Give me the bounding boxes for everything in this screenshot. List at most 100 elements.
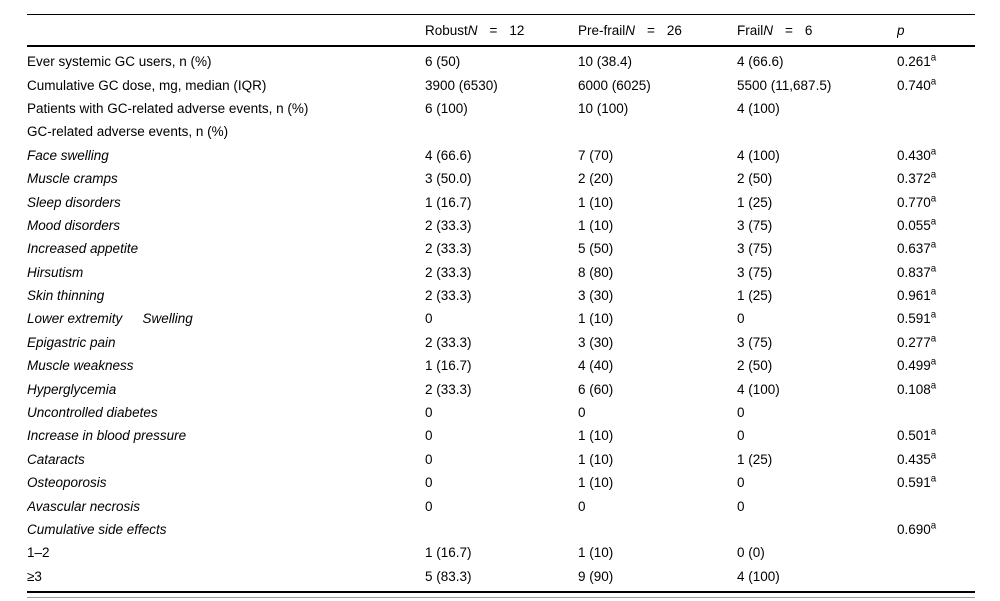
robust-cell: 1 (16.7) (425, 194, 472, 210)
prefrail-cell (578, 120, 737, 143)
p-value-cell: 0.435a (897, 450, 937, 467)
table-row: Sleep disorders 1 (16.7) 1 (10) 1 (25) 0.770… (27, 190, 975, 213)
table-row: Increase in blood pressure 0 1 (10) 0 0.501a (27, 424, 975, 447)
prefrail-cell: 1 (10) (578, 194, 614, 210)
equals-sign: = (785, 22, 793, 38)
frail-cell: 4 (100) (737, 100, 780, 116)
table-row: Lower extremity Swelling 0 1 (10) 0 0.591a (27, 307, 975, 330)
frail-cell: 3 (75) (737, 264, 773, 280)
robust-cell: 2 (33.3) (425, 381, 472, 397)
p-value-cell (897, 401, 975, 424)
table-row: Hyperglycemia 2 (33.3) 6 (60) 4 (100) 0.108a (27, 377, 975, 400)
header-prefrail: Pre-frailN = 26 (578, 14, 737, 47)
row-label-cell: Avascular necrosis (27, 498, 141, 514)
frail-cell: 1 (25) (737, 194, 773, 210)
row-label-cell: Lower extremity Swelling (27, 311, 193, 327)
group-name-prefrail: Pre-frail (578, 22, 626, 38)
p-value-cell (897, 494, 975, 517)
table-row: 1–2 1 (16.7) 1 (10) 0 (0) (27, 541, 975, 564)
prefrail-cell: 8 (80) (578, 264, 614, 280)
p-value-cell: 0.591a (897, 309, 937, 327)
group-count-frail: 6 (804, 22, 813, 38)
prefrail-cell: 2 (20) (578, 171, 614, 187)
frail-cell: 4 (66.6) (737, 54, 784, 70)
row-label-cell: ≥3 (27, 568, 42, 584)
footnote-marker: a (930, 333, 937, 345)
row-label-cell: Sleep disorders (27, 194, 121, 210)
table-row: Increased appetite 2 (33.3) 5 (50) 3 (75) 0.… (27, 237, 975, 260)
table-row: Cumulative GC dose, mg, median (IQR) 3900… (27, 73, 975, 96)
robust-cell: 3900 (6530) (425, 77, 498, 93)
row-label-cell: Patients with GC-related adverse events,… (27, 100, 309, 116)
footnote-marker: a (930, 356, 937, 368)
robust-cell: 6 (50) (425, 54, 461, 70)
row-label-cell: Hyperglycemia (27, 381, 117, 397)
robust-cell: 5 (83.3) (425, 568, 472, 584)
prefrail-cell: 4 (40) (578, 358, 614, 374)
frail-cell: 4 (100) (737, 568, 780, 584)
robust-cell: 6 (100) (425, 100, 468, 116)
frail-cell: 5500 (11,687.5) (737, 77, 832, 93)
robust-cell (425, 120, 578, 143)
prefrail-cell: 9 (90) (578, 568, 614, 584)
table-row: Cumulative side effects 0.690a (27, 518, 975, 541)
table-row: Patients with GC-related adverse events,… (27, 97, 975, 120)
frail-cell: 0 (737, 475, 745, 491)
robust-cell: 1 (16.7) (425, 545, 472, 561)
row-label-cell: Increased appetite (27, 241, 139, 257)
table-row: Skin thinning 2 (33.3) 3 (30) 1 (25) 0.961a (27, 284, 975, 307)
group-count-prefrail: 26 (666, 22, 682, 38)
prefrail-cell: 6000 (6025) (578, 77, 651, 93)
p-value-cell (897, 541, 975, 564)
n-symbol: N (625, 22, 636, 38)
group-name-robust: Robust (425, 22, 468, 38)
prefrail-cell: 0 (578, 498, 586, 514)
footnote-marker: a (930, 520, 937, 532)
table-row: Face swelling 4 (66.6) 7 (70) 4 (100) 0.430a (27, 144, 975, 167)
table-row: Osteoporosis 0 1 (10) 0 0.591a (27, 471, 975, 494)
robust-cell: 3 (50.0) (425, 171, 472, 187)
p-value-cell: 0.277a (897, 333, 937, 350)
p-symbol: p (897, 22, 905, 38)
p-value-cell: 0.740a (897, 76, 937, 93)
p-value-cell: 0.261a (897, 52, 937, 70)
row-label-cell: Skin thinning (27, 288, 105, 304)
table-row: Avascular necrosis 0 0 0 (27, 494, 975, 517)
p-value-cell: 0.770a (897, 193, 937, 210)
prefrail-cell: 5 (50) (578, 241, 614, 257)
footnote-marker: a (930, 263, 937, 275)
footnote-marker: a (930, 286, 937, 298)
footnote-marker: a (930, 239, 937, 251)
table-row: Hirsutism 2 (33.3) 8 (80) 3 (75) 0.837a (27, 261, 975, 284)
p-value-cell: 0.591a (897, 473, 937, 491)
robust-cell: 2 (33.3) (425, 264, 472, 280)
row-label-cell: Cataracts (27, 451, 85, 467)
equals-sign: = (489, 22, 498, 38)
row-label-cell: Osteoporosis (27, 475, 107, 491)
frail-cell: 0 (737, 311, 745, 327)
frail-cell: 0 (737, 498, 745, 514)
robust-cell: 2 (33.3) (425, 217, 472, 233)
footnote-marker: a (930, 426, 937, 438)
footnote-marker: a (930, 146, 937, 158)
frail-cell: 1 (25) (737, 288, 773, 304)
prefrail-cell: 3 (30) (578, 334, 614, 350)
header-empty-cell (27, 14, 425, 47)
row-label-cell: Hirsutism (27, 264, 84, 280)
prefrail-cell: 3 (30) (578, 288, 614, 304)
header-row: RobustN = 12 Pre-frailN = 26 FrailN = 6 p (27, 14, 975, 47)
table-row: ≥3 5 (83.3) 9 (90) 4 (100) (27, 565, 975, 592)
header-robust: RobustN = 12 (425, 14, 578, 47)
row-label-cell: Mood disorders (27, 217, 121, 233)
p-value-cell (897, 120, 975, 143)
robust-cell: 2 (33.3) (425, 334, 472, 350)
robust-cell: 0 (425, 428, 433, 444)
bottom-rule (27, 597, 975, 598)
footnote-marker: a (930, 380, 937, 392)
row-label-cell: GC-related adverse events, n (%) (27, 124, 229, 140)
frail-cell: 3 (75) (737, 241, 773, 257)
frail-cell: 4 (100) (737, 381, 780, 397)
frail-cell (737, 120, 897, 143)
robust-cell: 2 (33.3) (425, 241, 472, 257)
row-label-cell: Ever systemic GC users, n (%) (27, 54, 212, 70)
